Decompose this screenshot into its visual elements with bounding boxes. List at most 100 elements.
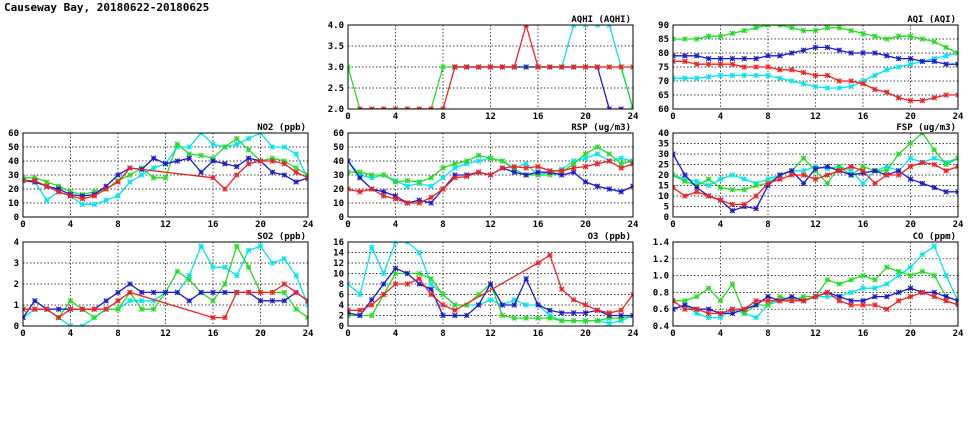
data-point: [753, 193, 759, 199]
data-point: [741, 176, 748, 182]
data-point: [416, 281, 423, 287]
data-point: [812, 72, 819, 79]
data-point: [765, 298, 771, 304]
data-point: [907, 285, 914, 291]
data-point: [618, 161, 624, 167]
data-point: [523, 172, 529, 178]
data-point: [186, 272, 193, 279]
data-point: [293, 151, 299, 157]
data-point: [777, 298, 783, 304]
data-point: [416, 275, 423, 282]
chart-title: AQI (AQI): [907, 15, 956, 25]
data-point: [729, 172, 736, 178]
data-point: [570, 310, 577, 316]
series-green: [348, 270, 633, 324]
data-point: [43, 183, 50, 189]
data-point: [162, 289, 169, 296]
data-point: [245, 247, 252, 254]
data-point: [777, 176, 783, 182]
data-point: [741, 72, 748, 79]
data-point: [765, 64, 771, 70]
y-tick-label: 60: [658, 105, 669, 115]
data-point: [693, 36, 700, 42]
data-point: [127, 298, 133, 304]
y-tick-label: 85: [658, 35, 669, 45]
data-point: [305, 302, 308, 308]
data-point: [788, 67, 795, 73]
data-point: [23, 177, 26, 184]
data-point: [380, 189, 387, 195]
data-point: [463, 173, 470, 180]
data-point: [907, 163, 914, 170]
chart-title: O3 (ppb): [588, 232, 631, 242]
plot-frame: [22, 132, 309, 218]
x-tick-label: 0: [670, 329, 675, 339]
data-point: [269, 289, 276, 296]
data-point: [788, 298, 795, 304]
y-tick-label: 80: [658, 49, 669, 59]
data-point: [186, 298, 193, 304]
data-point: [682, 172, 688, 178]
data-point: [281, 172, 288, 178]
series-line: [23, 244, 308, 326]
data-point: [392, 196, 399, 202]
data-point: [475, 152, 482, 159]
data-point: [547, 307, 553, 314]
data-point: [777, 53, 783, 59]
x-tick-label: 24: [953, 112, 964, 122]
data-point: [440, 106, 446, 109]
data-point: [463, 64, 470, 70]
data-point: [305, 314, 308, 321]
y-tick-label: 30: [333, 171, 344, 181]
x-tick-label: 12: [160, 220, 171, 230]
data-point: [717, 184, 724, 191]
data-point: [43, 197, 50, 203]
y-tick-label: 60: [8, 129, 19, 139]
data-point: [630, 312, 633, 319]
data-point: [682, 193, 688, 199]
data-point: [693, 53, 700, 59]
plot-frame: [347, 132, 634, 218]
x-tick-label: 24: [953, 329, 964, 339]
data-point: [67, 306, 74, 312]
x-tick-label: 4: [718, 220, 724, 230]
data-point: [673, 151, 676, 157]
data-point: [741, 55, 748, 62]
y-tick-label: 40: [333, 157, 344, 167]
data-point: [919, 58, 926, 65]
data-point: [705, 176, 712, 182]
data-point: [245, 135, 252, 142]
data-point: [883, 67, 890, 73]
data-point: [673, 53, 676, 59]
data-point: [836, 298, 843, 304]
data-point: [630, 106, 633, 109]
y-tick-label: 2: [14, 280, 19, 290]
data-point: [682, 36, 688, 42]
x-tick-label: 0: [345, 220, 350, 230]
data-point: [162, 175, 169, 181]
series-red: [673, 58, 958, 104]
data-point: [729, 30, 736, 37]
x-tick-label: 16: [208, 329, 219, 339]
data-point: [693, 75, 700, 81]
data-point: [812, 83, 819, 90]
x-tick-label: 20: [255, 220, 266, 230]
data-point: [127, 179, 133, 185]
data-point: [452, 312, 458, 319]
data-point: [210, 298, 216, 304]
data-point: [55, 306, 62, 312]
y-tick-label: 8: [339, 280, 344, 290]
data-point: [824, 180, 831, 187]
x-tick-label: 8: [115, 220, 120, 230]
series-red: [348, 158, 633, 206]
data-point: [233, 163, 240, 170]
data-point: [380, 281, 387, 287]
data-point: [753, 182, 759, 189]
y-tick-label: 0: [339, 322, 344, 332]
y-tick-label: 10: [658, 192, 669, 202]
x-tick-label: 12: [485, 220, 496, 230]
data-point: [673, 306, 676, 312]
x-tick-label: 24: [303, 329, 314, 339]
data-point: [440, 291, 446, 298]
data-point: [895, 272, 902, 279]
